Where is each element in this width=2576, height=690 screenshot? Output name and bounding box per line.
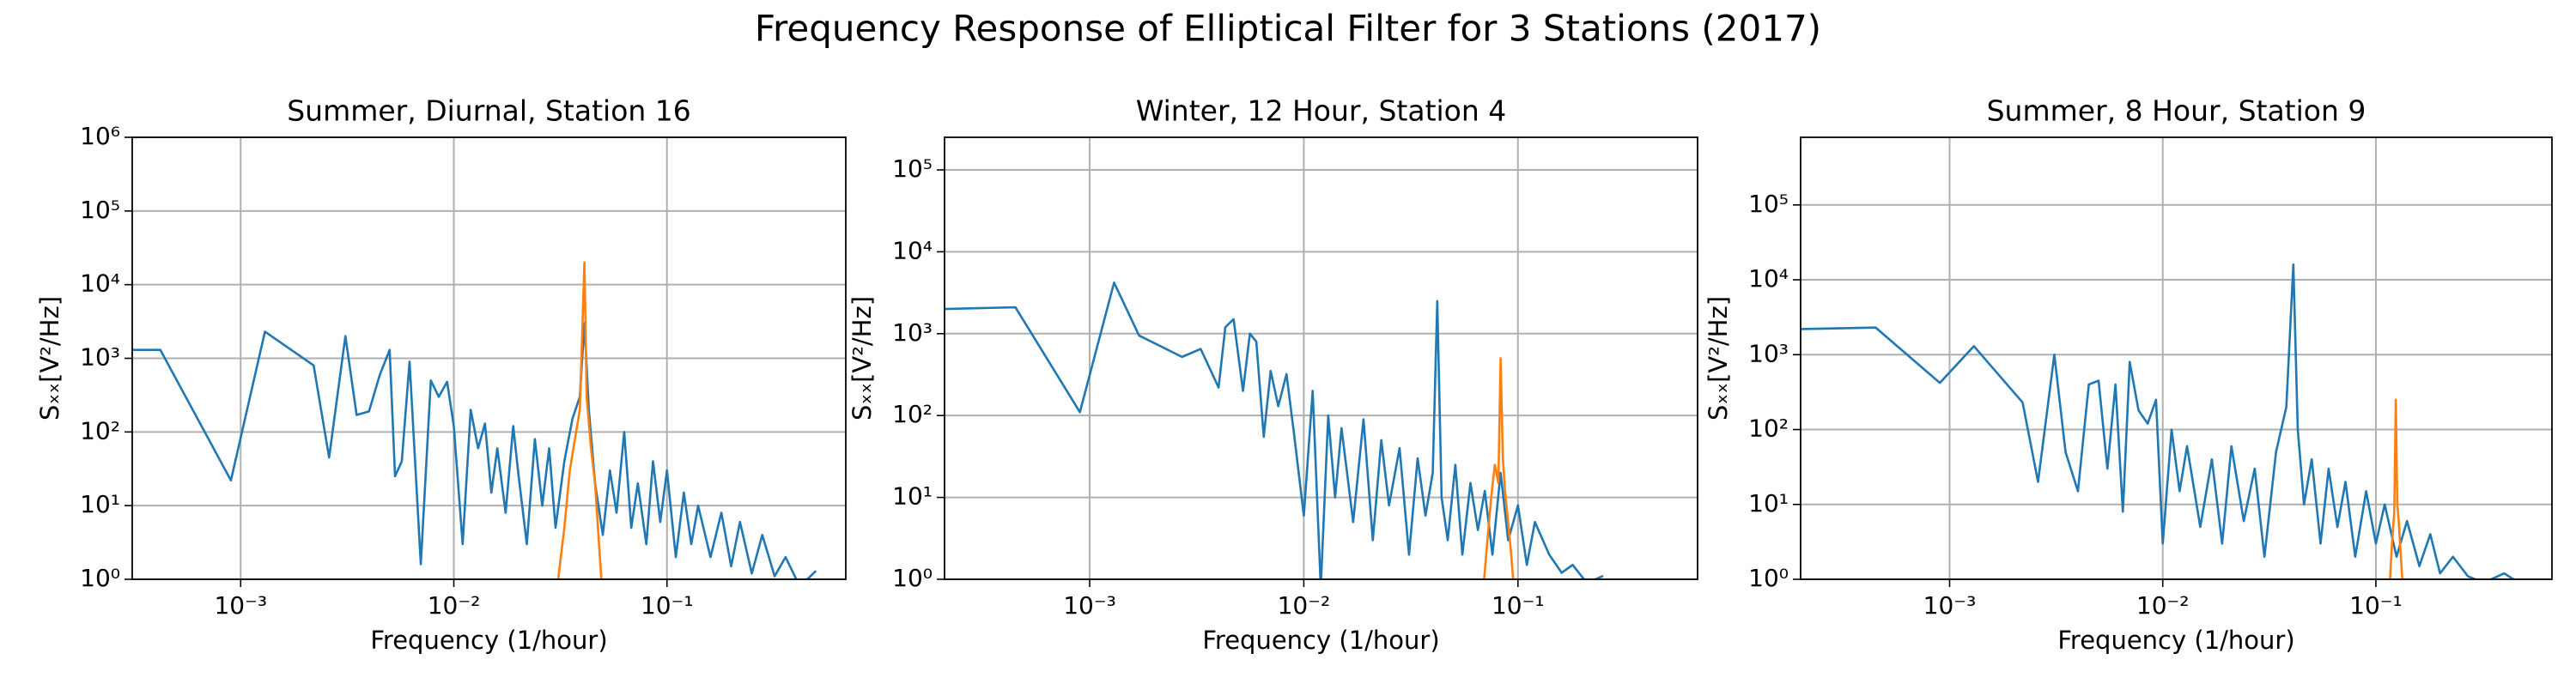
spectrum-line	[2389, 398, 2403, 579]
subplot-title: Winter, 12 Hour, Station 4	[1136, 94, 1507, 128]
y-axis-label: Sₓₓ[V²/Hz]	[35, 296, 64, 421]
x-tick-label: 10⁻²	[1278, 591, 1331, 620]
x-tick-label: 10⁻²	[428, 591, 481, 620]
axes-frame	[944, 136, 1698, 580]
x-axis-label: Frequency (1/hour)	[370, 626, 607, 655]
y-tick-label: 10⁵	[1748, 190, 1789, 218]
subplot: 10⁻³ 10⁻² 10⁻¹ 10⁰ 10¹ 10² 10³ 10⁴ 10⁵ Summer, 8 …	[1704, 94, 2553, 655]
x-tick-label: 10⁻²	[2136, 591, 2190, 620]
y-tick-label: 10³	[1748, 339, 1789, 367]
x-tick-label: 10⁻³	[1923, 591, 1977, 620]
y-tick-label: 10²	[80, 416, 120, 445]
x-tick-label: 10⁻³	[1063, 591, 1116, 620]
spectrum-line	[132, 322, 817, 579]
y-tick-label: 10³	[80, 343, 120, 372]
y-tick-label: 10⁵	[892, 154, 933, 183]
axes-frame	[1800, 136, 2553, 580]
y-tick-label: 10⁰	[1748, 564, 1789, 592]
x-tick-label: 10⁻¹	[2349, 591, 2403, 620]
y-tick-label: 10¹	[1748, 489, 1789, 518]
y-axis-label: Sₓₓ[V²/Hz]	[1704, 296, 1733, 421]
axes-frame	[131, 136, 847, 580]
subplot: 10⁻³ 10⁻² 10⁻¹ 10⁰ 10¹ 10² 10³ 10⁴ 10⁵ 10⁶ Summer,…	[35, 94, 847, 655]
x-axis-label: Frequency (1/hour)	[2057, 626, 2294, 655]
y-tick-label: 10⁴	[1748, 264, 1789, 293]
subplot: 10⁻³ 10⁻² 10⁻¹ 10⁰ 10¹ 10² 10³ 10⁴ 10⁵ Winter, 12…	[848, 94, 1698, 655]
spectrum-line	[945, 281, 1604, 579]
x-tick-label: 10⁻¹	[1492, 591, 1545, 620]
y-tick-label: 10³	[892, 318, 933, 347]
plot-lines	[1801, 263, 2516, 579]
figure-title: Frequency Response of Elliptical Filter …	[755, 8, 1821, 50]
y-tick-label: 10⁵	[80, 196, 120, 224]
y-tick-label: 10¹	[892, 482, 933, 511]
y-tick-label: 10²	[1748, 415, 1789, 443]
y-tick-label: 10⁴	[80, 269, 120, 298]
y-tick-label: 10²	[892, 400, 933, 428]
plot-lines	[945, 281, 1604, 579]
y-tick-label: 10⁰	[80, 564, 120, 592]
x-tick-label: 10⁻¹	[641, 591, 694, 620]
y-tick-label: 10⁶	[80, 122, 120, 150]
spectrum-line	[556, 261, 603, 579]
subplot-title: Summer, Diurnal, Station 16	[287, 94, 691, 128]
x-tick-label: 10⁻³	[214, 591, 267, 620]
plot-lines	[132, 261, 817, 579]
y-tick-label: 10⁴	[892, 236, 933, 264]
subplot-title: Summer, 8 Hour, Station 9	[1987, 94, 2366, 128]
y-tick-label: 10¹	[80, 490, 120, 518]
y-axis-label: Sₓₓ[V²/Hz]	[848, 296, 877, 421]
spectrum-line	[1483, 357, 1515, 579]
x-axis-label: Frequency (1/hour)	[1202, 626, 1439, 655]
y-tick-label: 10⁰	[892, 564, 933, 592]
